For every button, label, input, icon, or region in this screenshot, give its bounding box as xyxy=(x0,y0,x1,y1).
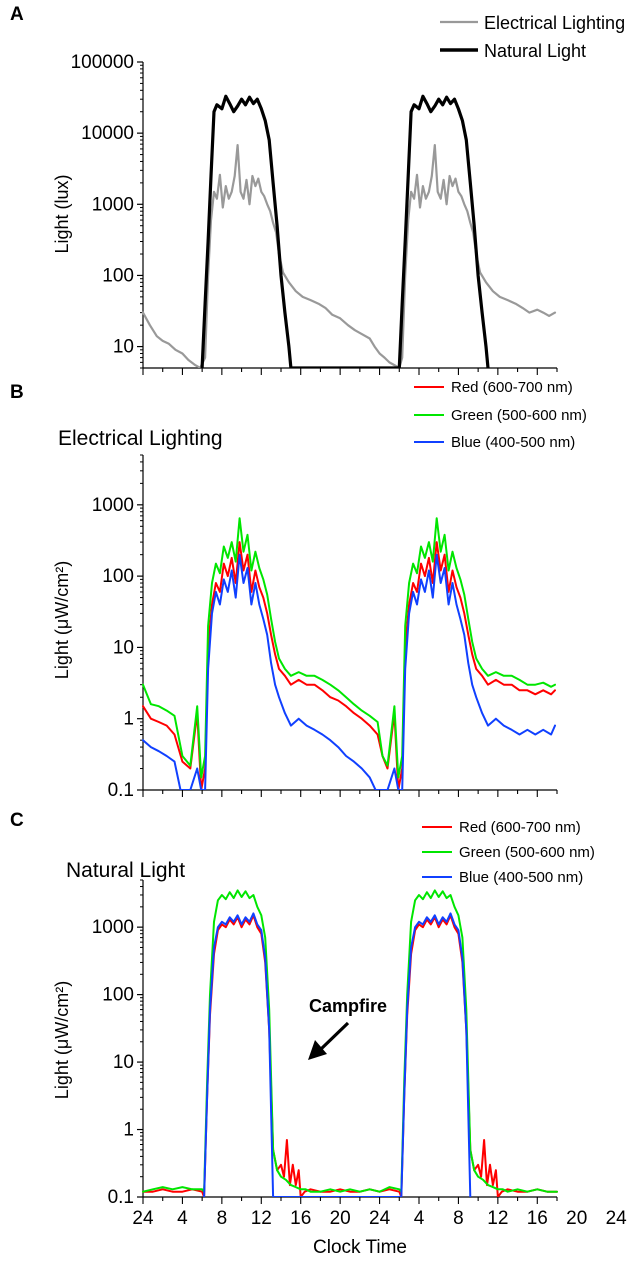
x-axis-label: Clock Time xyxy=(313,1237,407,1258)
x-tick-label: 16 xyxy=(290,1208,311,1229)
series-line-3 xyxy=(203,912,472,1197)
panel-letter: B xyxy=(10,382,24,403)
y-tick-label: 10 xyxy=(113,337,134,358)
series-line-2 xyxy=(200,94,490,368)
series-group xyxy=(142,517,556,790)
campfire-annotation: Campfire xyxy=(309,996,387,1016)
y-tick-label: 100 xyxy=(102,265,134,286)
y-tick-label: 1000 xyxy=(92,495,134,516)
x-tick-label: 8 xyxy=(453,1208,464,1229)
legend-label-1: Red (600-700 nm) xyxy=(451,379,573,396)
y-tick-label: 1 xyxy=(123,709,134,730)
legend-label-2: Green (500-600 nm) xyxy=(459,844,595,861)
series-group xyxy=(141,94,557,368)
y-tick-label: 100 xyxy=(102,985,134,1006)
y-axis-label: Light (μW/cm²) xyxy=(52,981,72,1099)
y-axis-label: Light (lux) xyxy=(52,174,72,253)
x-tick-label: 20 xyxy=(330,1208,351,1229)
panel-title: Natural Light xyxy=(66,859,185,882)
campfire-arrow-shaft xyxy=(318,1021,350,1052)
panel-letter: A xyxy=(10,4,24,25)
series-group xyxy=(142,889,558,1197)
y-axis-label: Light (μW/cm²) xyxy=(52,561,72,679)
y-tick-label: 0.1 xyxy=(108,1187,134,1208)
series-line-2 xyxy=(142,889,558,1193)
y-tick-label: 10000 xyxy=(81,123,134,144)
chart-panel-b: B Electrical Lighting 0.1 1 10 100 1000 Light (… xyxy=(10,379,587,801)
series-line-3 xyxy=(142,553,556,790)
legend-label-2: Natural Light xyxy=(484,41,586,61)
panel-letter: C xyxy=(10,810,24,831)
x-tick-label: 24 xyxy=(132,1208,154,1229)
panel-title: Electrical Lighting xyxy=(58,427,223,450)
y-tick-label: 10 xyxy=(113,1052,134,1073)
x-tick-label: 20 xyxy=(566,1208,587,1229)
x-tick-label: 24 xyxy=(606,1208,628,1229)
x-tick-label: 12 xyxy=(251,1208,272,1229)
y-tick-label: 100000 xyxy=(71,52,134,73)
legend-label-1: Electrical Lighting xyxy=(484,13,625,33)
series-line-1 xyxy=(142,541,556,790)
y-tick-label: 100 xyxy=(102,566,134,587)
x-tick-label: 12 xyxy=(487,1208,508,1229)
legend-label-3: Blue (400-500 nm) xyxy=(451,434,575,451)
x-tick-label: 24 xyxy=(369,1208,391,1229)
x-tick-label: 16 xyxy=(527,1208,548,1229)
x-tick-label: 4 xyxy=(414,1208,425,1229)
y-tick-label: 10 xyxy=(113,637,134,658)
campfire-arrow-head xyxy=(308,1040,327,1060)
x-tick-label: 8 xyxy=(217,1208,228,1229)
chart-panel-c: C Natural Light 0.1 1 10 100 1000 24 4 8 12 16 20 24 4… xyxy=(10,810,627,1258)
legend-label-2: Green (500-600 nm) xyxy=(451,407,587,424)
series-line-2 xyxy=(142,517,556,779)
x-tick-label: 4 xyxy=(177,1208,188,1229)
y-tick-label: 1000 xyxy=(92,917,134,938)
legend-label-3: Blue (400-500 nm) xyxy=(459,869,583,886)
y-tick-label: 0.1 xyxy=(108,780,134,801)
y-tick-label: 1000 xyxy=(92,194,134,215)
series-line-1 xyxy=(141,144,557,368)
legend-label-1: Red (600-700 nm) xyxy=(459,819,581,836)
chart-panel-a: A 10 100 1000 10000 100000 Light (lux) Electric… xyxy=(10,4,625,375)
series-line-1 xyxy=(142,914,558,1197)
y-tick-label: 1 xyxy=(123,1120,134,1141)
